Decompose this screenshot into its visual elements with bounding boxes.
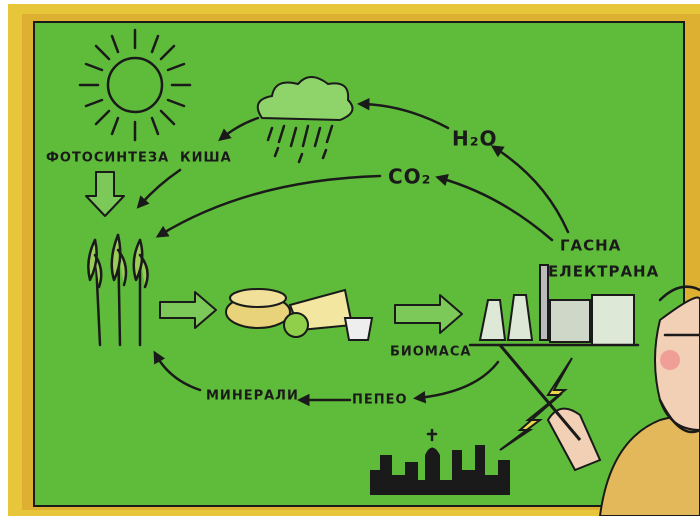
food-part [345,318,372,340]
label: ПЕПЕО [352,393,408,408]
power-plant-part [592,295,634,345]
label: H₂O [452,127,498,151]
label: КИША [180,151,232,166]
label: БИОМАСА [390,345,471,360]
food-part [230,289,286,307]
label: ЕЛЕКТРАНА [548,263,659,281]
food-part [284,313,308,337]
label: ГАСНА [560,237,621,255]
label: МИНЕРАЛИ [206,389,299,404]
power-plant-part [550,300,590,342]
presenter-part [660,350,680,370]
label: ФОТОСИНТЕЗА [46,151,169,166]
diagram: ФОТОСИНТЕЗА КИША H₂O CO₂ ГАСНА ЕЛЕКТРАНА… [0,0,700,516]
power-plant-part [540,265,548,340]
label: CO₂ [388,165,431,189]
